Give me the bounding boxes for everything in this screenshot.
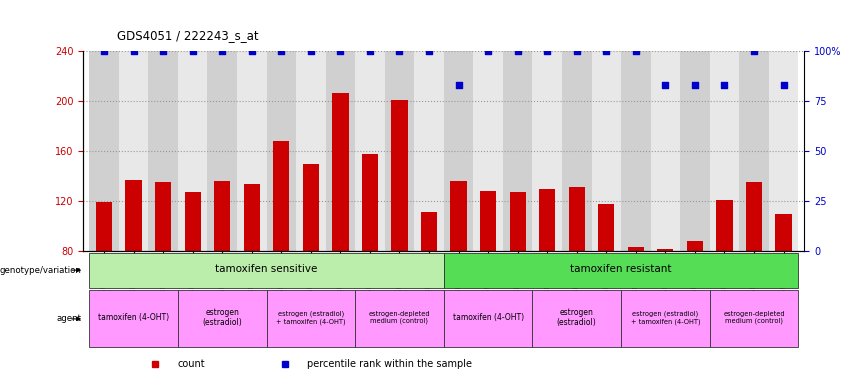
Point (245, 48, 259, 55)
Point (747, 48, 761, 55)
Point (688, 82, 702, 88)
Bar (355, 290, 443, 348)
Point (511, 48, 524, 55)
Bar (568, 187, 585, 251)
Bar (443, 51, 473, 251)
Text: percentile rank within the sample: percentile rank within the sample (307, 359, 471, 369)
Point (717, 82, 731, 88)
Bar (266, 51, 296, 251)
Point (599, 48, 613, 55)
Bar (503, 51, 533, 251)
Text: estrogen (estradiol)
+ tamoxifen (4-OHT): estrogen (estradiol) + tamoxifen (4-OHT) (631, 311, 700, 325)
Bar (332, 93, 349, 251)
Bar (148, 51, 178, 251)
Text: estrogen
(estradiol): estrogen (estradiol) (203, 308, 243, 328)
Bar (355, 51, 385, 251)
Bar (303, 164, 319, 251)
Point (275, 48, 288, 55)
Bar (214, 181, 231, 251)
Point (482, 48, 495, 55)
Bar (533, 51, 562, 251)
Text: agent: agent (57, 314, 82, 323)
Text: GDS4051 / 222243_s_at: GDS4051 / 222243_s_at (117, 29, 259, 42)
Bar (687, 241, 703, 251)
Bar (775, 214, 791, 251)
Bar (539, 189, 556, 251)
Bar (273, 141, 289, 251)
Text: estrogen
(estradiol): estrogen (estradiol) (557, 308, 597, 328)
Bar (768, 51, 798, 251)
Point (215, 48, 229, 55)
Bar (473, 51, 503, 251)
Text: estrogen (estradiol)
+ tamoxifen (4-OHT): estrogen (estradiol) + tamoxifen (4-OHT) (276, 311, 346, 325)
Bar (89, 253, 444, 288)
Point (659, 82, 672, 88)
Bar (237, 51, 266, 251)
Bar (717, 200, 733, 251)
Bar (621, 51, 650, 251)
Bar (745, 182, 762, 251)
Bar (414, 51, 443, 251)
Point (452, 82, 465, 88)
Bar (510, 192, 526, 251)
Bar (89, 51, 119, 251)
Point (540, 48, 554, 55)
Bar (444, 253, 798, 288)
Point (570, 48, 584, 55)
Point (186, 48, 199, 55)
Bar (243, 184, 260, 251)
Bar (391, 100, 408, 251)
Bar (96, 202, 112, 251)
Point (777, 82, 791, 88)
Bar (266, 290, 355, 348)
Text: genotype/variation: genotype/variation (0, 266, 82, 275)
Bar (125, 180, 142, 251)
Bar (533, 290, 621, 348)
Bar (185, 192, 201, 251)
Bar (119, 51, 148, 251)
Text: tamoxifen sensitive: tamoxifen sensitive (215, 265, 317, 275)
Bar (562, 51, 591, 251)
Bar (155, 182, 171, 251)
Bar (480, 191, 496, 251)
Bar (591, 51, 621, 251)
Point (629, 48, 643, 55)
Bar (421, 212, 437, 251)
Point (97, 48, 111, 55)
Point (127, 48, 140, 55)
Bar (450, 181, 466, 251)
Bar (444, 290, 533, 348)
Point (422, 48, 436, 55)
Point (363, 48, 377, 55)
Bar (628, 247, 644, 251)
Text: tamoxifen resistant: tamoxifen resistant (570, 265, 671, 275)
Bar (680, 51, 710, 251)
Bar (657, 249, 673, 251)
Point (304, 48, 317, 55)
Bar (621, 290, 710, 348)
Bar (178, 51, 208, 251)
Bar (326, 51, 355, 251)
Bar (740, 51, 768, 251)
Bar (710, 51, 740, 251)
Bar (208, 51, 237, 251)
Bar (362, 154, 378, 251)
Bar (178, 290, 266, 348)
Text: estrogen-depleted
medium (control): estrogen-depleted medium (control) (368, 311, 431, 324)
Point (157, 48, 170, 55)
Point (334, 48, 347, 55)
Bar (650, 51, 680, 251)
Bar (598, 204, 614, 251)
Bar (89, 290, 178, 348)
Text: tamoxifen (4-OHT): tamoxifen (4-OHT) (98, 313, 169, 322)
Text: tamoxifen (4-OHT): tamoxifen (4-OHT) (453, 313, 523, 322)
Text: count: count (177, 359, 205, 369)
Bar (385, 51, 414, 251)
Point (392, 48, 406, 55)
Bar (710, 290, 798, 348)
Text: estrogen-depleted
medium (control): estrogen-depleted medium (control) (723, 311, 785, 324)
Bar (296, 51, 326, 251)
